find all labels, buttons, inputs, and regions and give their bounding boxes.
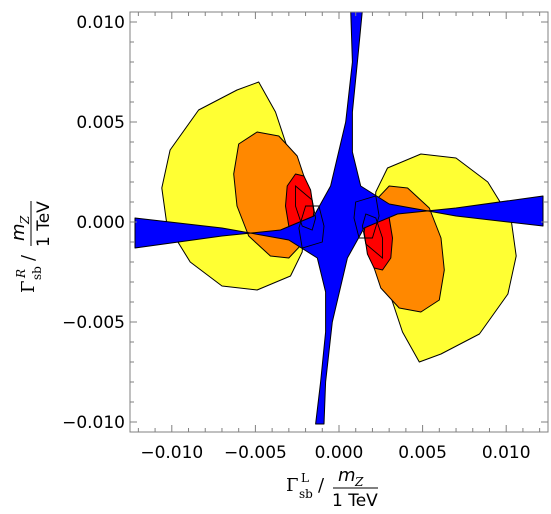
y-label-numerator: m <box>8 223 29 241</box>
blue-region-1 <box>134 12 544 425</box>
y-tick-label-2: 0.005 <box>76 113 125 133</box>
x-label-slash: / <box>318 475 325 496</box>
regions-layer <box>134 12 544 425</box>
x-tick-label-5: 0.010 <box>482 443 531 463</box>
x-label-sub: sb <box>299 487 313 501</box>
x-tick-label-3: 0.000 <box>315 443 364 463</box>
y-tick-label-3: 0.000 <box>76 213 125 233</box>
contour-outline-2 <box>361 213 383 259</box>
y-axis-label: Γ R sb / m Z 1 TeV <box>8 201 54 293</box>
y-tick-label-1: 0.010 <box>76 13 125 33</box>
x-label-gamma: Γ <box>286 475 299 496</box>
x-label-sup: L <box>301 471 309 485</box>
y-label-slash: / <box>18 254 39 261</box>
x-label-numerator: m <box>338 465 356 486</box>
x-label-denominator: 1 TeV <box>332 491 378 511</box>
contour-outline-1 <box>295 185 317 231</box>
ticks-layer: −0.010 −0.005 0.000 0.005 0.010 0.010 0.005 0.0… <box>62 12 548 463</box>
outline-layer <box>295 185 383 259</box>
y-label-denominator: 1 TeV <box>34 201 54 247</box>
x-label-numerator-sub: Z <box>354 475 364 489</box>
y-label-numerator-sub: Z <box>18 215 32 225</box>
y-tick-label-4: −0.005 <box>62 313 125 333</box>
x-tick-label-1: −0.010 <box>140 443 203 463</box>
y-tick-label-5: −0.010 <box>62 413 125 433</box>
x-axis-label: Γ L sb / m Z 1 TeV <box>286 465 378 511</box>
y-label-sup: R <box>14 269 28 279</box>
contour-outline-4 <box>298 205 325 249</box>
y-label-gamma: Γ <box>18 281 39 294</box>
x-tick-label-4: 0.005 <box>398 443 447 463</box>
x-tick-label-2: −0.005 <box>224 443 287 463</box>
contour-outline-3 <box>353 195 380 239</box>
y-label-sub: sb <box>30 266 44 280</box>
